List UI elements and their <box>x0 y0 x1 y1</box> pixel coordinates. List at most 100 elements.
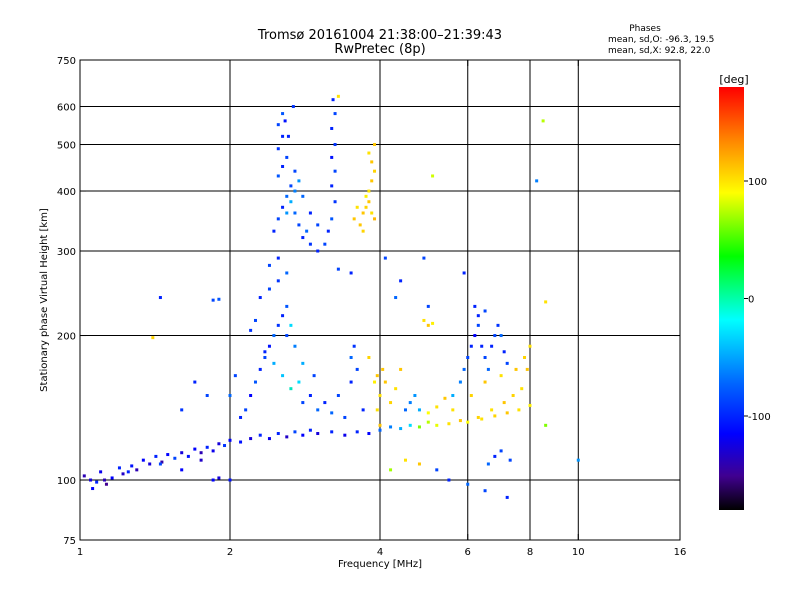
data-point <box>293 211 297 215</box>
data-point <box>223 444 227 448</box>
data-point <box>399 367 403 371</box>
data-point <box>367 151 371 155</box>
data-point <box>505 361 509 365</box>
data-point <box>267 263 271 267</box>
data-point <box>431 321 435 325</box>
data-point <box>193 447 197 451</box>
data-point <box>166 453 170 457</box>
data-point <box>293 189 297 193</box>
data-point <box>505 495 509 499</box>
data-point <box>528 344 532 348</box>
data-point <box>517 408 521 412</box>
data-point <box>205 394 209 398</box>
chart-title: Tromsø 20161004 21:38:00–21:39:43 <box>257 28 502 43</box>
data-point <box>330 184 334 188</box>
x-tick-label: 16 <box>674 547 687 558</box>
data-point <box>228 394 232 398</box>
data-point <box>333 200 337 204</box>
data-point <box>104 482 108 486</box>
data-point <box>462 367 466 371</box>
data-point <box>272 361 276 365</box>
data-point <box>361 211 365 215</box>
data-point <box>180 468 184 472</box>
data-point <box>228 478 232 482</box>
data-points <box>82 94 580 499</box>
data-point <box>535 179 539 183</box>
data-point <box>180 451 184 455</box>
data-point <box>326 229 330 233</box>
data-point <box>267 287 271 291</box>
data-point <box>417 462 421 466</box>
data-point <box>408 423 412 427</box>
data-point <box>316 408 320 412</box>
data-point <box>469 394 473 398</box>
data-point <box>528 403 532 407</box>
data-point <box>267 344 271 348</box>
data-point <box>490 344 494 348</box>
data-point <box>502 401 506 405</box>
data-point <box>483 380 487 384</box>
data-point <box>180 408 184 412</box>
data-point <box>330 155 334 159</box>
data-point <box>378 423 382 427</box>
data-point <box>375 408 379 412</box>
data-point <box>276 123 280 127</box>
data-point <box>355 367 359 371</box>
data-point <box>281 314 285 318</box>
data-point <box>130 464 134 468</box>
data-point <box>301 401 305 405</box>
data-point <box>173 456 177 460</box>
data-point <box>291 105 295 109</box>
data-point <box>293 344 297 348</box>
data-point <box>263 355 267 359</box>
data-point <box>276 256 280 260</box>
data-point <box>308 394 312 398</box>
data-point <box>323 401 327 405</box>
data-point <box>199 451 203 455</box>
data-point <box>289 200 293 204</box>
data-point <box>239 415 243 419</box>
data-point <box>544 300 548 304</box>
data-point <box>480 344 484 348</box>
data-point <box>399 279 403 283</box>
data-point <box>403 408 407 412</box>
data-point <box>413 394 417 398</box>
data-point <box>367 200 371 204</box>
data-point <box>103 478 107 482</box>
data-point <box>276 323 280 327</box>
data-point <box>276 217 280 221</box>
x-tick-label: 4 <box>377 547 383 558</box>
data-point <box>126 470 130 474</box>
data-point <box>95 480 99 484</box>
data-point <box>330 411 334 415</box>
data-point <box>483 309 487 313</box>
data-point <box>258 433 262 437</box>
data-point <box>289 323 293 327</box>
data-point <box>493 334 497 338</box>
data-point <box>426 323 430 327</box>
y-tick-label: 600 <box>57 103 76 114</box>
data-point <box>301 433 305 437</box>
data-point <box>466 355 470 359</box>
stats-o-mode: mean, sd,O: -96.3, 19.5 <box>608 35 714 45</box>
data-point <box>276 174 280 178</box>
data-point <box>154 454 158 458</box>
data-point <box>333 112 337 116</box>
data-point <box>158 296 162 300</box>
colorbar <box>719 87 744 510</box>
x-tick-label: 10 <box>572 547 585 558</box>
data-point <box>520 387 524 391</box>
data-point <box>285 334 289 338</box>
data-point <box>135 468 139 472</box>
data-point <box>435 405 439 409</box>
data-point <box>502 350 506 354</box>
data-point <box>323 242 327 246</box>
data-point <box>451 394 455 398</box>
data-point <box>267 437 271 441</box>
data-point <box>435 468 439 472</box>
data-point <box>89 478 93 482</box>
x-tick-label: 1 <box>77 547 83 558</box>
data-point <box>330 126 334 130</box>
data-point <box>283 119 287 123</box>
